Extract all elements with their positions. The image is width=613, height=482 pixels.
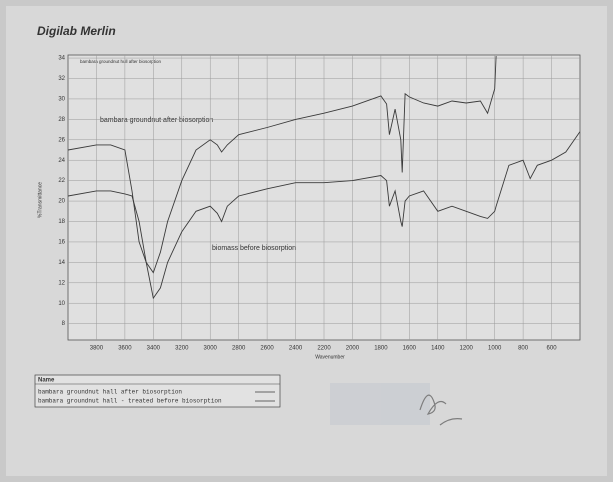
x-tick-label: 3800 [90, 346, 104, 352]
y-tick-label: 30 [58, 97, 65, 103]
legend [34, 374, 281, 408]
x-tick-label: 2600 [260, 346, 274, 352]
y-tick-label: 28 [58, 117, 65, 123]
y-tick-label: 12 [58, 280, 65, 286]
y-tick-label: 20 [58, 199, 65, 205]
y-tick-label: 34 [58, 56, 65, 62]
y-tick-label: 26 [58, 137, 65, 143]
y-tick-label: 16 [58, 240, 65, 246]
x-tick-label: 1600 [403, 346, 417, 352]
annotation: bambara groundnut after biosorption [100, 117, 213, 124]
y-tick-label: 14 [58, 260, 65, 266]
stamp-block [330, 383, 430, 425]
x-tick-label: 3400 [147, 346, 161, 352]
y-tick-label: 18 [58, 219, 65, 225]
x-tick-label: 1800 [374, 346, 388, 352]
legend-title: Name [38, 378, 55, 384]
x-axis-label: Wavenumber [315, 354, 345, 360]
header: Digilab Merlin [37, 24, 116, 38]
x-tick-label: 2400 [289, 346, 303, 352]
x-tick-label: 1400 [431, 346, 445, 352]
y-tick-label: 22 [58, 178, 65, 184]
x-tick-label: 1200 [460, 346, 474, 352]
x-tick-label: 2200 [317, 346, 331, 352]
chart-title: bambara groundnut hull after biosorption [80, 59, 162, 64]
x-tick-label: 2000 [346, 346, 360, 352]
x-tick-label: 800 [518, 346, 529, 352]
stamp [330, 383, 463, 426]
y-tick-label: 10 [58, 301, 65, 307]
x-tick-label: 3600 [118, 346, 132, 352]
x-tick-label: 2800 [232, 346, 246, 352]
x-tick-label: 3200 [175, 346, 189, 352]
annotation: biomass before biosorption [212, 245, 296, 252]
signature [419, 394, 463, 426]
y-tick-label: 24 [58, 158, 65, 164]
x-tick-label: 600 [547, 346, 558, 352]
legend-label: bambara groundnut hall after biosorption [38, 389, 182, 396]
series-line [68, 131, 580, 300]
plot-lines [68, 55, 580, 300]
y-tick-label: 8 [62, 321, 66, 327]
x-tick-label: 1000 [488, 346, 502, 352]
y-axis-label: %Transmittance [37, 182, 43, 218]
x-tick-label: 3000 [204, 346, 218, 352]
legend-label: bambara groundnut hall - treated before … [38, 398, 222, 405]
y-tick-label: 32 [58, 76, 65, 82]
